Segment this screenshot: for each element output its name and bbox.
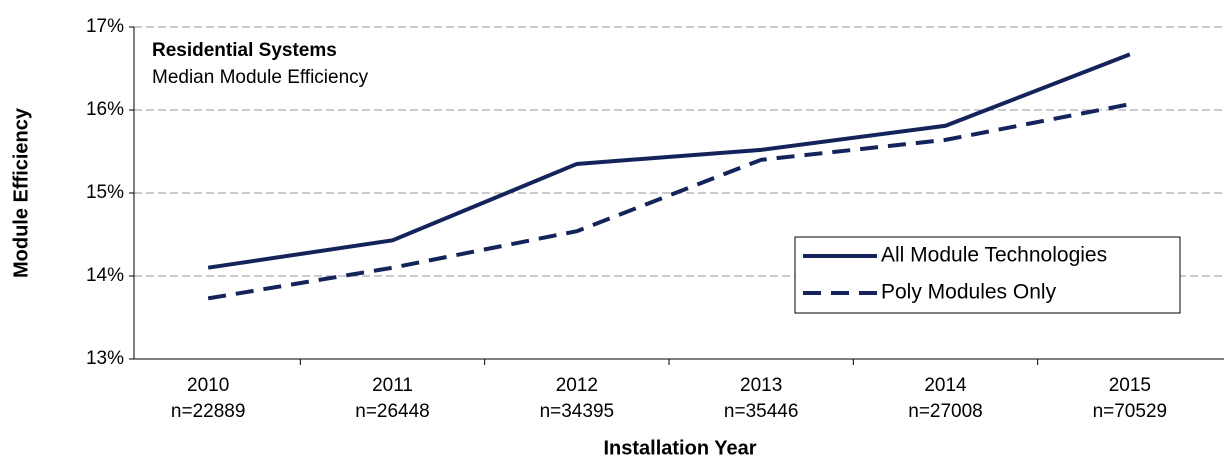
y-tick-label: 15%	[86, 182, 124, 203]
x-tick-note: n=22889	[171, 401, 246, 422]
x-tick-label: 2012	[556, 375, 598, 396]
x-tick-label: 2015	[1109, 375, 1151, 396]
x-tick-label: 2010	[187, 375, 229, 396]
y-tick-label: 17%	[86, 16, 124, 37]
y-axis-title: Module Efficiency	[10, 107, 32, 278]
x-tick-label: 2013	[740, 375, 782, 396]
x-tick-note: n=34395	[540, 401, 615, 422]
series-line	[207, 52, 1131, 270]
x-tick-label: 2011	[372, 375, 413, 396]
x-tick-note: n=35446	[724, 401, 799, 422]
x-axis-title: Installation Year	[603, 437, 756, 459]
legend-box	[794, 236, 1181, 314]
x-tick-note: n=26448	[355, 401, 430, 422]
chart-subtitle: Median Module Efficiency	[152, 67, 369, 88]
chart-title: Residential Systems	[152, 40, 337, 61]
legend-label: Poly Modules Only	[881, 281, 1057, 304]
series-line	[207, 102, 1131, 301]
x-tick-label: 2014	[924, 375, 967, 396]
legend-label: All Module Technologies	[881, 244, 1107, 267]
x-tick-note: n=70529	[1093, 401, 1168, 422]
y-tick-label: 16%	[86, 99, 124, 120]
y-tick-label: 13%	[86, 348, 124, 369]
y-tick-label: 14%	[86, 265, 124, 286]
x-tick-note: n=27008	[908, 401, 983, 422]
